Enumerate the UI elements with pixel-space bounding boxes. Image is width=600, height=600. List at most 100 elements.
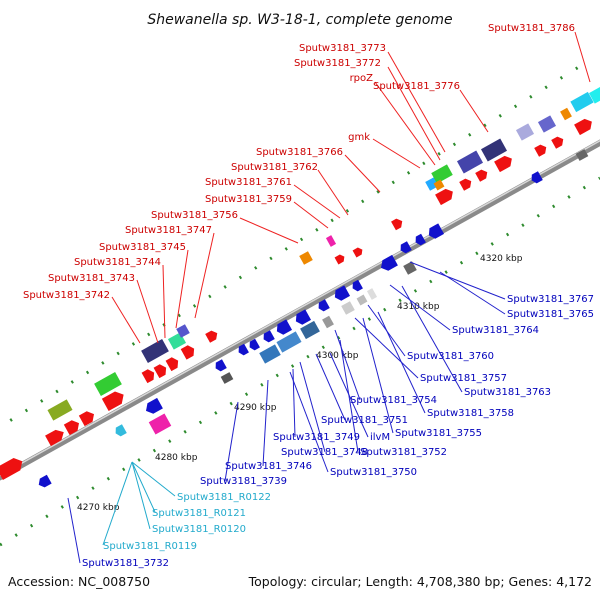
gene-feature — [205, 330, 218, 343]
gene-feature — [180, 345, 195, 360]
gene-label: Sputw3181_3750 — [330, 467, 417, 478]
gene-label: Sputw3181_3742 — [23, 290, 110, 301]
gene-feature — [318, 299, 330, 312]
tick-label: 4310 kbp — [397, 302, 440, 312]
gene-feature — [0, 457, 23, 480]
gene-feature — [574, 118, 592, 136]
gene-label: Sputw3181_3744 — [74, 257, 161, 268]
gene-feature — [141, 369, 155, 384]
gene-feature — [165, 357, 179, 372]
gene-feature — [588, 86, 600, 104]
gene-feature — [153, 364, 167, 379]
topology-text: Topology: circular; Length: 4,708,380 bp… — [248, 574, 592, 589]
gene-feature — [560, 107, 572, 121]
gene-feature — [94, 372, 122, 396]
gene-feature — [63, 420, 79, 436]
gene-label: Sputw3181_3748 — [281, 447, 368, 458]
gene-label: Sputw3181_R0119 — [103, 541, 197, 552]
gene-label: Sputw3181_3772 — [294, 58, 381, 69]
gene-feature — [480, 138, 508, 162]
gene-label: Sputw3181_3746 — [225, 461, 312, 472]
gene-label: Sputw3181_3758 — [427, 408, 514, 419]
gene-feature — [101, 391, 124, 411]
gene-feature — [415, 233, 426, 246]
gene-label: gmk — [348, 132, 370, 143]
tick-label: 4300 kbp — [316, 351, 359, 361]
gene-label: Sputw3181_3752 — [360, 447, 447, 458]
gene-feature — [238, 343, 249, 356]
gene-feature — [435, 188, 453, 206]
gene-feature — [47, 399, 73, 421]
inner-tick-ring — [0, 176, 600, 547]
gene-feature — [220, 372, 234, 384]
gene-label: Sputw3181_3761 — [205, 177, 292, 188]
gene-feature — [276, 319, 293, 335]
gene-feature — [537, 115, 557, 133]
rna-gene-labels: Sputw3181_R0122 Sputw3181_R0121 Sputw318… — [103, 492, 271, 552]
gene-feature — [531, 171, 543, 184]
gene-feature — [325, 235, 337, 247]
gene-feature — [115, 424, 127, 437]
gene-feature — [456, 150, 484, 174]
gene-label: Sputw3181_3754 — [350, 395, 437, 406]
gene-feature — [300, 320, 320, 340]
gene-label: Sputw3181_3743 — [48, 273, 135, 284]
gene-label: Sputw3181_3767 — [507, 294, 594, 305]
gene-label: Sputw3181_3760 — [407, 351, 494, 362]
gene-label: Sputw3181_R0120 — [152, 524, 246, 535]
gene-label: Sputw3181_3766 — [256, 147, 343, 158]
gene-label: Sputw3181_3757 — [420, 373, 507, 384]
gene-label: Sputw3181_R0121 — [152, 508, 246, 519]
tick-label: 4290 kbp — [234, 403, 277, 413]
forward-strand-features — [0, 86, 600, 480]
gene-label: Sputw3181_3739 — [200, 476, 287, 487]
gene-label: Sputw3181_3751 — [321, 415, 408, 426]
gene-feature — [381, 254, 398, 271]
gene-feature — [459, 178, 472, 191]
gene-feature — [141, 339, 169, 363]
tick-label: 4270 kbp — [77, 503, 120, 513]
gene-feature — [322, 315, 334, 329]
gene-label: Sputw3181_3765 — [507, 309, 594, 320]
gene-feature — [391, 218, 403, 231]
genome-backbone — [0, 139, 600, 481]
gene-feature — [403, 261, 417, 275]
gene-feature — [534, 144, 547, 157]
gene-feature — [475, 169, 488, 182]
gene-label: ilvM — [370, 432, 390, 443]
gene-label: Sputw3181_R0122 — [177, 492, 271, 503]
gene-feature — [299, 251, 313, 265]
gene-feature — [148, 413, 172, 435]
gene-feature — [259, 344, 281, 364]
gene-feature — [276, 331, 302, 353]
gene-feature — [78, 411, 94, 427]
accession-text: Accession: NC_008750 — [8, 574, 150, 589]
gene-label: Sputw3181_3776 — [373, 81, 460, 92]
gene-feature — [45, 429, 64, 447]
gene-label: Sputw3181_3786 — [488, 23, 575, 34]
gene-feature — [400, 241, 412, 254]
forward-gene-labels: Sputw3181_3786 Sputw3181_3773 Sputw3181_… — [23, 23, 575, 301]
gene-feature — [431, 164, 453, 184]
gene-feature — [295, 309, 312, 325]
gene-feature — [176, 324, 190, 338]
gene-feature — [515, 123, 535, 141]
gene-feature — [146, 397, 163, 414]
reverse-gene-labels: Sputw3181_3767 Sputw3181_3765 Sputw3181_… — [82, 294, 594, 569]
gene-label: Sputw3181_3749 — [273, 432, 360, 443]
gene-label: Sputw3181_3762 — [231, 162, 318, 173]
gene-label: Sputw3181_3745 — [99, 242, 186, 253]
gene-feature — [263, 330, 275, 343]
gene-label: Sputw3181_3732 — [82, 558, 169, 569]
gene-label: rpoZ — [350, 73, 374, 84]
gene-label: Sputw3181_3763 — [464, 387, 551, 398]
reverse-leader-lines — [67, 261, 506, 564]
tick-label: 4320 kbp — [480, 254, 523, 264]
gene-feature — [249, 338, 260, 351]
tick-labels: 4270 kbp 4280 kbp 4290 kbp 4300 kbp 4310… — [77, 254, 523, 513]
gene-feature — [215, 359, 227, 372]
gene-feature — [551, 136, 564, 149]
gene-label: Sputw3181_3755 — [395, 428, 482, 439]
